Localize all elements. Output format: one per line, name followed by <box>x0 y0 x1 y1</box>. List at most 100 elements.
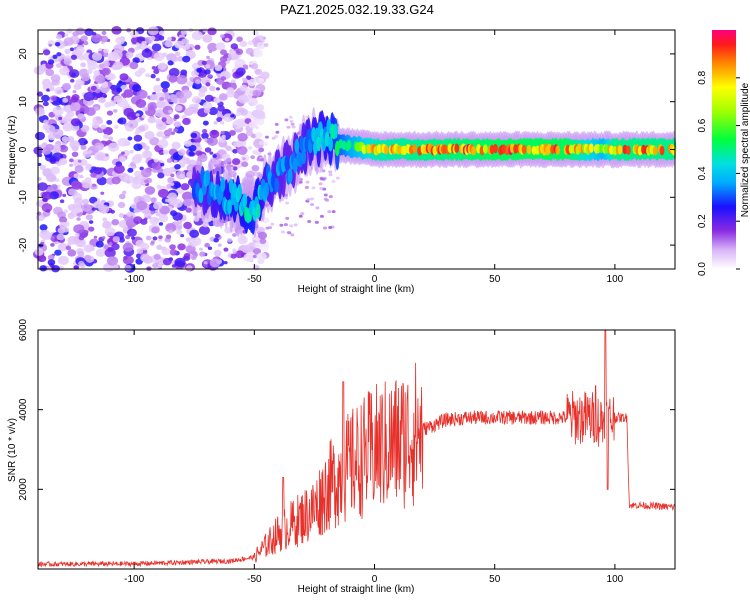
heatmap-cell <box>205 170 211 186</box>
heatmap-cell <box>126 211 133 217</box>
heatmap-cell <box>129 61 139 70</box>
heatmap-cell <box>300 212 305 216</box>
heatmap-cell <box>90 85 97 92</box>
heatmap-cell <box>118 155 127 163</box>
heatmap-cell <box>39 224 48 231</box>
heatmap-cell <box>78 55 85 61</box>
heatmap-cell <box>69 163 74 167</box>
heatmap-cell <box>182 117 191 126</box>
heatmap-cell <box>289 224 294 228</box>
heatmap-cell <box>91 52 103 61</box>
heatmap-cell <box>383 145 389 155</box>
heatmap-cell <box>179 173 185 179</box>
heatmap-cell <box>34 248 44 256</box>
heatmap-cell <box>318 182 323 186</box>
heatmap-cell <box>41 63 47 68</box>
heatmap-cell <box>63 209 69 214</box>
heatmap-cell <box>304 185 309 189</box>
heatmap-cell <box>412 143 418 154</box>
heatmap-cell <box>149 216 159 225</box>
heatmap-cell <box>144 186 156 195</box>
heatmap-cell <box>167 196 178 205</box>
heatmap-cell <box>94 151 106 161</box>
heatmap-cell <box>250 63 259 70</box>
heatmap-cell <box>315 206 320 210</box>
heatmap-cell <box>198 188 204 204</box>
heatmap-cell <box>62 193 67 197</box>
heatmap-cell <box>92 183 97 187</box>
heatmap-cell <box>195 150 203 157</box>
heatmap-cell <box>100 124 107 130</box>
heatmap-cell <box>33 65 45 76</box>
heatmap-cell <box>153 84 162 93</box>
heatmap-cell <box>174 51 181 57</box>
heatmap-cell <box>98 97 106 104</box>
heatmap-cell <box>207 246 213 250</box>
heatmap-cell <box>213 121 218 125</box>
heatmap-cell <box>191 96 202 104</box>
heatmap-cell <box>182 198 192 207</box>
heatmap-cell <box>59 221 68 229</box>
heatmap-cell <box>207 27 217 36</box>
heatmap-cell <box>323 193 328 197</box>
heatmap-cell <box>63 65 68 69</box>
x-tick-label: -50 <box>247 574 262 585</box>
heatmap-cell <box>588 143 594 153</box>
heatmap-cell <box>111 219 120 226</box>
heatmap-cell <box>255 117 265 126</box>
heatmap-cell <box>310 197 315 201</box>
heatmap-cell <box>264 135 269 139</box>
heatmap-cell <box>252 247 262 255</box>
heatmap-cell <box>89 100 94 104</box>
heatmap-cell <box>173 182 181 189</box>
heatmap-cell <box>103 134 109 139</box>
heatmap-cell <box>140 168 152 178</box>
heatmap-cell <box>69 47 75 52</box>
heatmap-cell <box>231 158 241 166</box>
heatmap-cell <box>185 244 196 254</box>
heatmap-cell <box>252 254 257 259</box>
heatmap-cell <box>83 244 94 253</box>
heatmap-cell <box>94 142 105 151</box>
heatmap-cell <box>166 36 173 42</box>
heatmap-cell <box>659 145 665 156</box>
heatmap-cell <box>104 227 116 237</box>
heatmap-cell <box>163 129 172 137</box>
heatmap-cell <box>241 161 249 168</box>
heatmap-cell <box>153 52 165 62</box>
heatmap-cell <box>66 28 73 34</box>
heatmap-cell <box>286 125 291 129</box>
heatmap-cell <box>203 261 208 265</box>
heatmap-cell <box>52 106 64 116</box>
heatmap-cell <box>230 43 239 50</box>
heatmap-cell <box>78 68 90 78</box>
heatmap-cell <box>133 216 143 224</box>
snr-panel: -100 -50 0 50 100 2000 4000 6000 Height of str… <box>7 318 676 595</box>
heatmap-cell <box>108 142 120 152</box>
heatmap-cell <box>92 31 97 36</box>
heatmap-cell <box>188 144 197 152</box>
heatmap-cell <box>43 119 49 125</box>
heatmap-cell <box>625 145 631 155</box>
heatmap-cell <box>299 136 305 152</box>
heatmap-cell <box>95 74 106 84</box>
heatmap-cell <box>346 140 352 150</box>
heatmap-cell <box>52 54 58 60</box>
heatmap-cell <box>136 174 144 181</box>
heatmap-cell <box>100 191 105 195</box>
heatmap-cell <box>335 176 340 180</box>
snr-frame <box>37 329 676 570</box>
heatmap-cell <box>155 77 160 82</box>
colorbar: 0.0 0.2 0.4 0.6 0.8 Normalized spectral ampl… <box>697 30 750 276</box>
heatmap-cell <box>166 158 173 163</box>
heatmap-cell <box>180 29 188 35</box>
heatmap-cell <box>111 176 121 185</box>
heatmap-cell <box>177 219 183 224</box>
heatmap-cell <box>228 51 239 61</box>
heatmap-cell <box>95 248 106 257</box>
heatmap-cell <box>217 105 225 112</box>
heatmap-cell <box>177 243 186 251</box>
heatmap-cell <box>100 35 109 43</box>
heatmap-cell <box>217 243 222 247</box>
heatmap-cell <box>61 136 69 143</box>
